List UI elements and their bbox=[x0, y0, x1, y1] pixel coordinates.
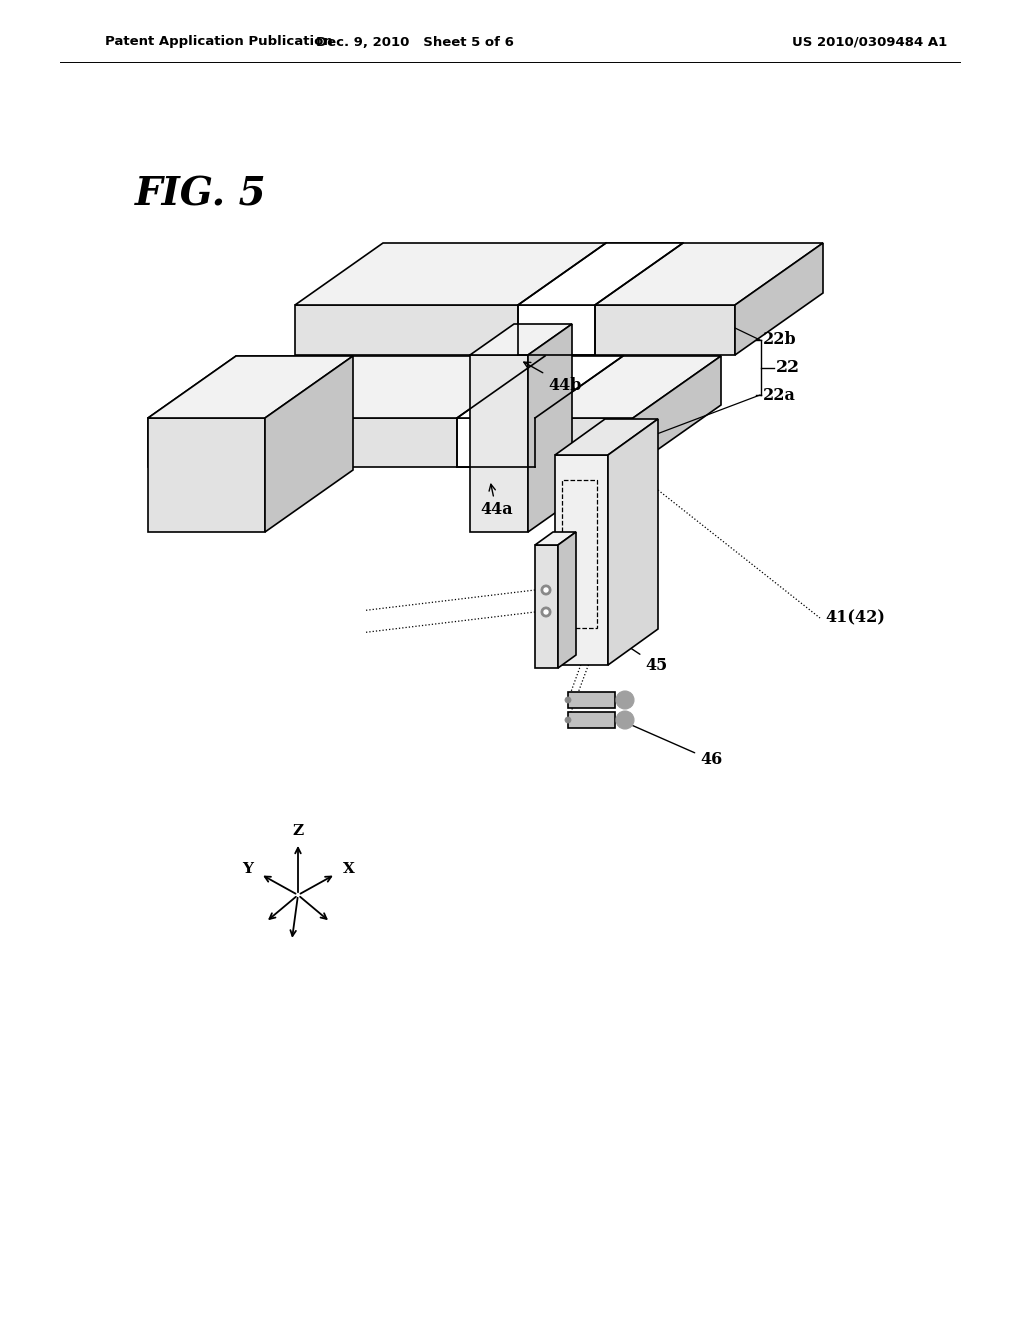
Text: Y: Y bbox=[242, 862, 253, 876]
Polygon shape bbox=[148, 418, 265, 532]
Polygon shape bbox=[558, 532, 575, 668]
Polygon shape bbox=[148, 356, 353, 418]
Text: Z: Z bbox=[293, 824, 303, 838]
Polygon shape bbox=[535, 532, 575, 545]
Circle shape bbox=[544, 610, 548, 614]
Text: Dec. 9, 2010   Sheet 5 of 6: Dec. 9, 2010 Sheet 5 of 6 bbox=[316, 36, 514, 49]
Text: 22b: 22b bbox=[763, 331, 797, 348]
Polygon shape bbox=[555, 455, 608, 665]
Polygon shape bbox=[470, 323, 572, 355]
Text: 46: 46 bbox=[624, 722, 722, 768]
Text: FIG. 5: FIG. 5 bbox=[135, 176, 266, 214]
Polygon shape bbox=[295, 243, 823, 305]
Text: X: X bbox=[342, 862, 354, 876]
Circle shape bbox=[544, 587, 548, 591]
Polygon shape bbox=[518, 243, 683, 305]
Polygon shape bbox=[518, 305, 595, 355]
Circle shape bbox=[616, 690, 634, 709]
Text: Patent Application Publication: Patent Application Publication bbox=[105, 36, 333, 49]
Polygon shape bbox=[470, 355, 528, 532]
Text: 44b: 44b bbox=[524, 362, 582, 393]
Polygon shape bbox=[457, 418, 535, 467]
Polygon shape bbox=[555, 418, 658, 455]
Circle shape bbox=[616, 711, 634, 729]
Polygon shape bbox=[568, 711, 615, 729]
Polygon shape bbox=[528, 323, 572, 532]
Polygon shape bbox=[608, 418, 658, 665]
Circle shape bbox=[541, 585, 551, 595]
Polygon shape bbox=[735, 243, 823, 355]
Text: 22a: 22a bbox=[763, 387, 796, 404]
Text: 44a: 44a bbox=[480, 484, 513, 519]
Text: US 2010/0309484 A1: US 2010/0309484 A1 bbox=[793, 36, 947, 49]
Polygon shape bbox=[457, 356, 623, 418]
Polygon shape bbox=[265, 356, 353, 532]
Polygon shape bbox=[568, 692, 615, 708]
Circle shape bbox=[565, 717, 571, 723]
Text: 22: 22 bbox=[776, 359, 800, 376]
Polygon shape bbox=[148, 418, 633, 467]
Circle shape bbox=[541, 607, 551, 616]
Polygon shape bbox=[148, 356, 721, 418]
Text: 45: 45 bbox=[559, 601, 668, 673]
Circle shape bbox=[565, 697, 571, 704]
Polygon shape bbox=[295, 305, 735, 355]
Polygon shape bbox=[633, 356, 721, 467]
Polygon shape bbox=[535, 545, 558, 668]
Text: 41(42): 41(42) bbox=[825, 610, 885, 627]
